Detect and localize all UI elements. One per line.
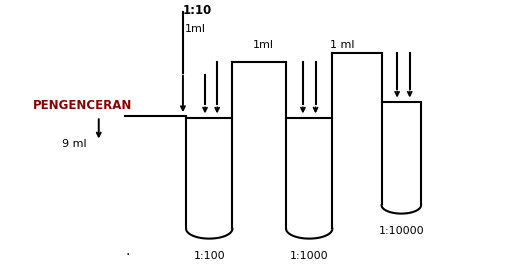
Text: 1ml: 1ml — [185, 24, 205, 34]
Text: 1:100: 1:100 — [194, 251, 225, 261]
Text: 9 ml: 9 ml — [62, 139, 87, 149]
Text: 1 ml: 1 ml — [330, 40, 355, 50]
Text: 1:10: 1:10 — [183, 4, 212, 17]
Text: 1ml: 1ml — [253, 40, 274, 50]
Text: .: . — [125, 244, 130, 258]
Text: 1:1000: 1:1000 — [290, 251, 329, 261]
Text: PENGENCERAN: PENGENCERAN — [33, 99, 132, 112]
Text: 1:10000: 1:10000 — [379, 226, 424, 236]
